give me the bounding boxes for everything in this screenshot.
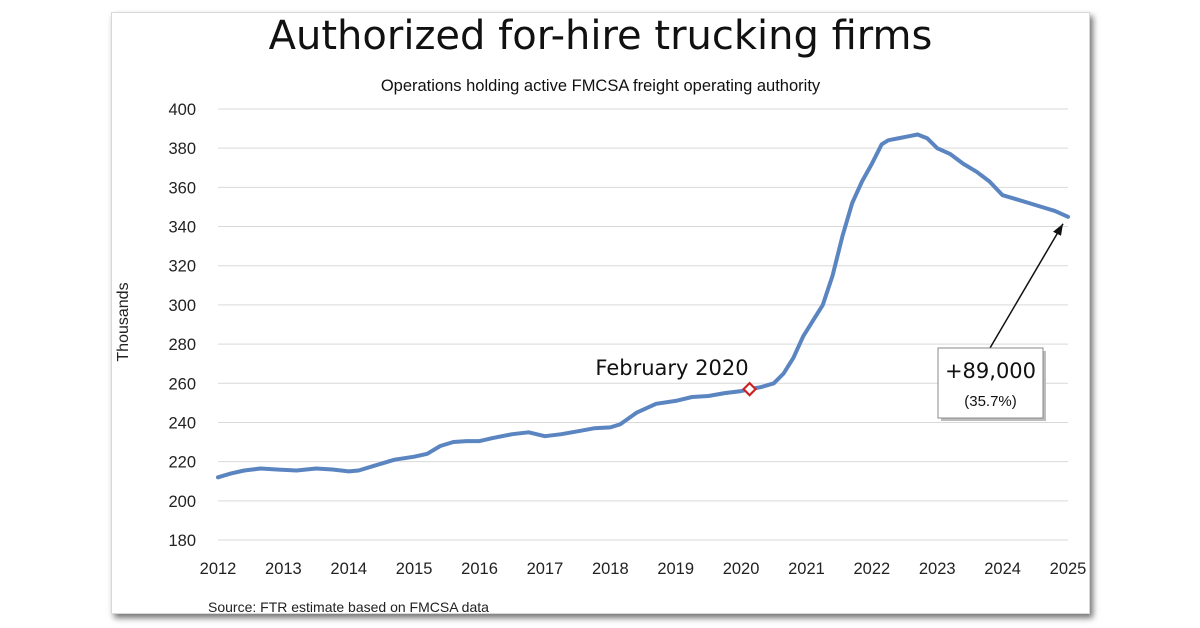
x-tick-label: 2012 xyxy=(200,560,237,578)
x-tick-label: 2014 xyxy=(330,560,367,578)
x-tick-label: 2024 xyxy=(984,560,1021,578)
x-tick-label: 2013 xyxy=(265,560,302,578)
annotation-arrow-head xyxy=(1053,223,1063,236)
x-tick-label: 2023 xyxy=(919,560,956,578)
y-tick-label: 300 xyxy=(168,297,196,315)
y-tick-label: 220 xyxy=(168,454,196,472)
y-tick-label: 280 xyxy=(168,336,196,354)
x-tick-label: 2025 xyxy=(1050,560,1087,578)
y-tick-label: 400 xyxy=(168,101,196,119)
callout-box xyxy=(937,347,1044,419)
y-tick-label: 240 xyxy=(168,414,196,432)
x-tick-label: 2018 xyxy=(592,560,629,578)
chart-title: Authorized for-hire trucking firms xyxy=(268,13,933,59)
annotation-percent: (35.7%) xyxy=(964,393,1017,410)
x-tick-label: 2019 xyxy=(657,560,694,578)
chart-card: Authorized for-hire trucking firms Opera… xyxy=(111,12,1090,615)
chart-subtitle: Operations holding active FMCSA freight … xyxy=(380,77,821,95)
y-tick-label: 320 xyxy=(168,258,196,276)
annotation-feb-2020: February 2020 xyxy=(595,356,748,380)
y-tick-label: 360 xyxy=(168,179,196,197)
series-line xyxy=(216,132,1070,480)
y-tick-label: 180 xyxy=(168,532,196,550)
y-axis-label: Thousands xyxy=(115,282,132,361)
y-tick-label: 340 xyxy=(168,219,196,237)
x-tick-label: 2016 xyxy=(461,560,498,578)
x-tick-label: 2022 xyxy=(853,560,890,578)
feb-2020-marker xyxy=(742,381,758,397)
y-tick-label: 380 xyxy=(168,140,196,158)
x-tick-label: 2020 xyxy=(723,560,760,578)
annotation-arrow-line xyxy=(989,223,1064,349)
annotation-increase: +89,000 xyxy=(945,359,1036,383)
x-tick-label: 2021 xyxy=(788,560,825,578)
y-tick-label: 260 xyxy=(168,375,196,393)
source-note: Source: FTR estimate based on FMCSA data xyxy=(208,599,489,615)
x-tick-label: 2017 xyxy=(527,560,564,578)
y-tick-label: 200 xyxy=(168,493,196,511)
x-tick-label: 2015 xyxy=(396,560,433,578)
